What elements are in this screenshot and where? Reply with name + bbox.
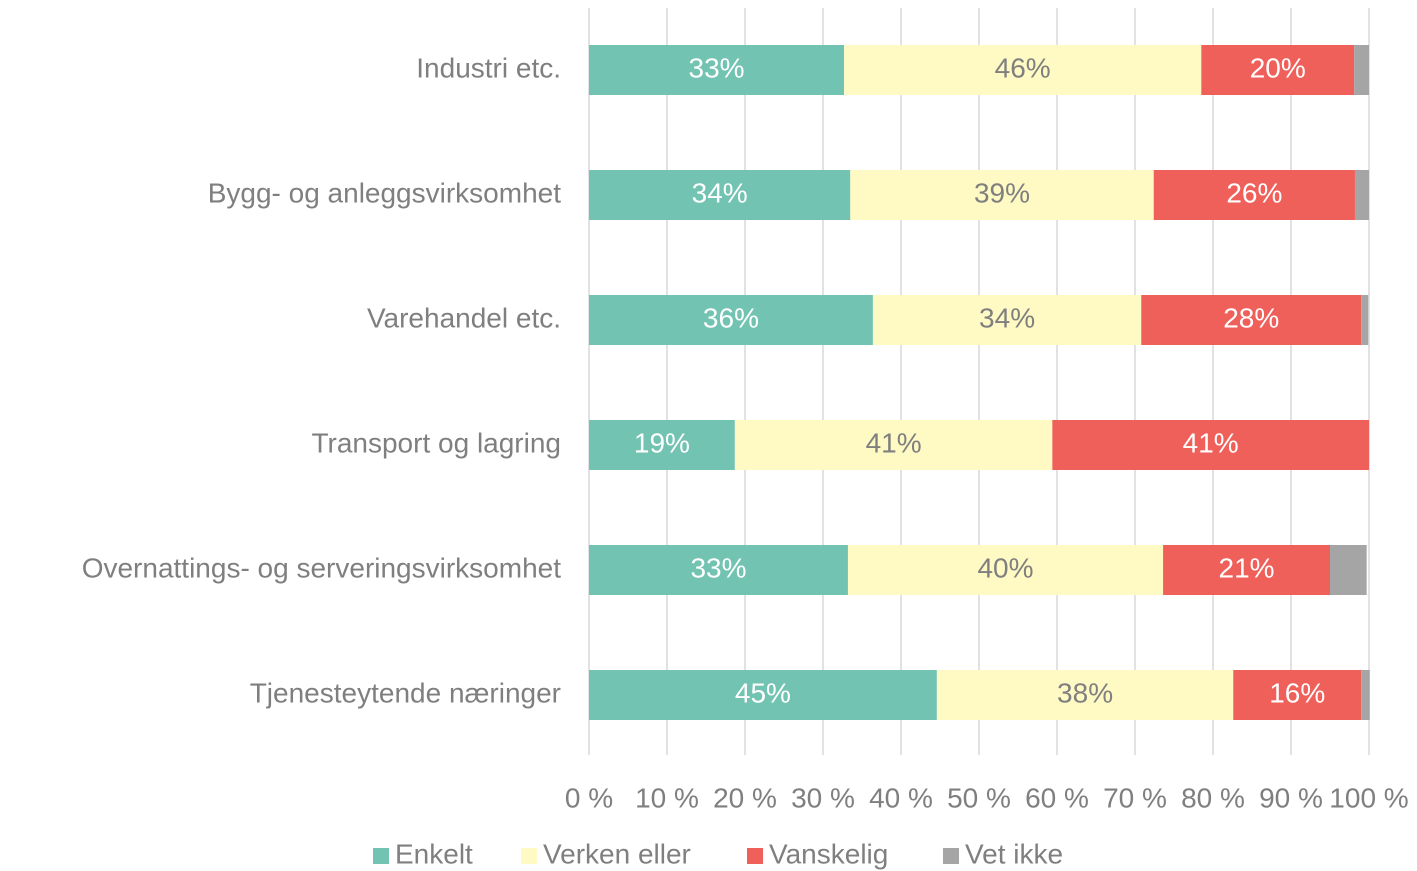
data-label: 19% bbox=[634, 427, 690, 458]
data-label: 46% bbox=[995, 52, 1051, 83]
category-label: Industri etc. bbox=[416, 52, 561, 83]
bar-segment bbox=[847, 545, 1164, 595]
bar-segment bbox=[589, 545, 848, 595]
category-label: Bygg- og anleggsvirksomhet bbox=[208, 177, 562, 208]
bar-segment bbox=[1201, 45, 1355, 95]
data-label: 41% bbox=[1183, 427, 1239, 458]
category-label: Transport og lagring bbox=[311, 427, 561, 458]
data-label: 16% bbox=[1269, 677, 1325, 708]
category-label: Varehandel etc. bbox=[367, 302, 561, 333]
bar-segment bbox=[1233, 670, 1362, 720]
data-label: 28% bbox=[1223, 302, 1279, 333]
category-label: Tjenesteytende næringer bbox=[250, 677, 561, 708]
legend-swatch bbox=[943, 848, 959, 864]
bar-segment bbox=[1330, 545, 1367, 595]
legend-label: Vanskelig bbox=[769, 838, 888, 869]
legend-label: Verken eller bbox=[543, 838, 691, 869]
x-tick-label: 20 % bbox=[713, 782, 777, 813]
data-label: 38% bbox=[1057, 677, 1113, 708]
data-label: 40% bbox=[977, 552, 1033, 583]
bar-segment bbox=[872, 295, 1142, 345]
bar-segment bbox=[850, 170, 1154, 220]
bar-segment bbox=[1354, 45, 1369, 95]
x-tick-label: 80 % bbox=[1181, 782, 1245, 813]
bar-segment bbox=[1141, 295, 1362, 345]
data-label: 34% bbox=[979, 302, 1035, 333]
x-tick-label: 70 % bbox=[1103, 782, 1167, 813]
x-tick-label: 50 % bbox=[947, 782, 1011, 813]
data-label: 34% bbox=[692, 177, 748, 208]
data-label: 26% bbox=[1226, 177, 1282, 208]
data-label: 20% bbox=[1250, 52, 1306, 83]
category-label: Overnattings- og serveringsvirksomhet bbox=[82, 552, 562, 583]
legend-label: Enkelt bbox=[395, 838, 473, 869]
bar-segment bbox=[936, 670, 1234, 720]
data-label: 33% bbox=[690, 552, 746, 583]
bar-segment bbox=[589, 670, 937, 720]
legend-swatch bbox=[521, 848, 537, 864]
bar-segment bbox=[734, 420, 1053, 470]
data-label: 36% bbox=[703, 302, 759, 333]
bar-segment bbox=[1052, 420, 1369, 470]
bar-segment bbox=[844, 45, 1202, 95]
bar-segment bbox=[1354, 170, 1369, 220]
x-tick-label: 10 % bbox=[635, 782, 699, 813]
data-label: 39% bbox=[974, 177, 1030, 208]
bar-segment bbox=[1361, 295, 1369, 345]
bar-segment bbox=[589, 45, 845, 95]
data-label: 45% bbox=[735, 677, 791, 708]
x-tick-label: 90 % bbox=[1259, 782, 1323, 813]
bar-segment bbox=[1361, 670, 1370, 720]
data-label: 33% bbox=[689, 52, 745, 83]
x-tick-label: 0 % bbox=[565, 782, 613, 813]
legend-swatch bbox=[373, 848, 389, 864]
x-tick-label: 40 % bbox=[869, 782, 933, 813]
bar-segment bbox=[589, 170, 851, 220]
bar-segment bbox=[1163, 545, 1330, 595]
x-tick-label: 60 % bbox=[1025, 782, 1089, 813]
x-tick-label: 100 % bbox=[1329, 782, 1408, 813]
data-label: 21% bbox=[1219, 552, 1275, 583]
legend-label: Vet ikke bbox=[965, 838, 1063, 869]
bar-segment bbox=[1153, 170, 1355, 220]
x-tick-label: 30 % bbox=[791, 782, 855, 813]
data-label: 41% bbox=[866, 427, 922, 458]
bar-segment bbox=[589, 295, 873, 345]
legend-swatch bbox=[747, 848, 763, 864]
bar-segment bbox=[589, 420, 735, 470]
